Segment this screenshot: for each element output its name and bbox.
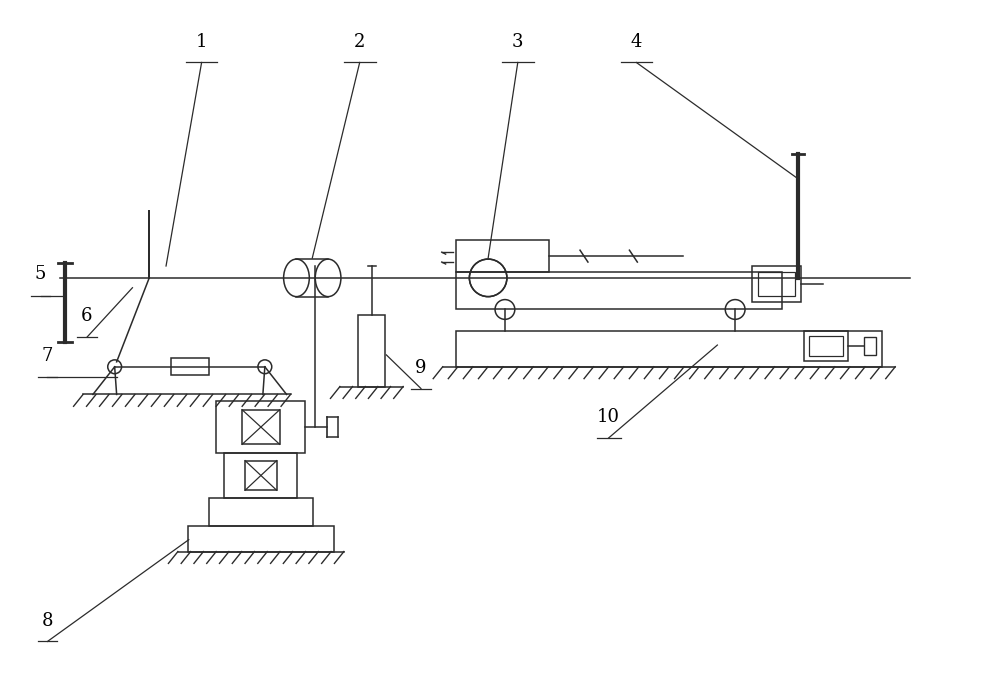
Bar [216,401,305,453]
Bar [752,266,801,302]
Text: 1: 1 [196,33,207,51]
Bar [804,331,848,361]
Text: 7: 7 [42,347,53,365]
Bar [456,240,549,272]
Text: 5: 5 [35,265,46,283]
Bar [358,316,385,387]
Bar [188,526,334,551]
Text: 2: 2 [354,33,365,51]
Text: 6: 6 [81,307,93,325]
Bar [456,331,882,367]
Text: 9: 9 [415,359,427,376]
Bar [242,410,280,445]
Bar [171,358,209,375]
Bar [224,453,297,498]
Text: 10: 10 [597,408,620,426]
Text: 4: 4 [631,33,642,51]
Bar [809,336,843,356]
Bar [758,272,795,296]
Text: 8: 8 [42,611,53,629]
Bar [864,337,876,355]
Text: 3: 3 [512,33,524,51]
Bar [209,498,313,526]
Bar [245,461,277,490]
Bar [456,272,782,309]
